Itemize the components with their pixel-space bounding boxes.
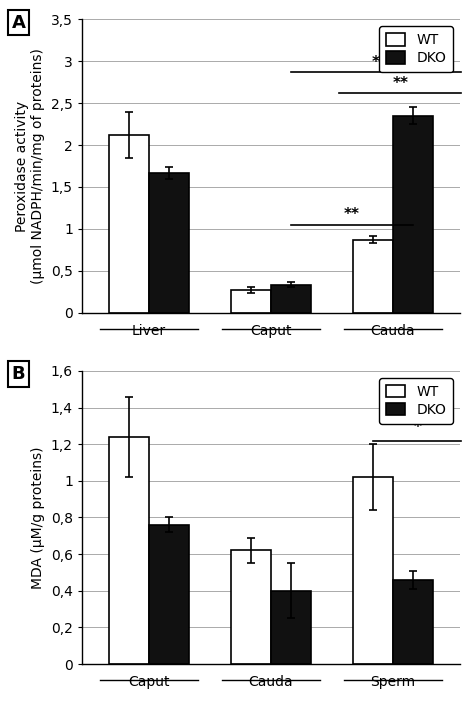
Text: B: B xyxy=(12,365,26,383)
Bar xyxy=(353,477,393,664)
Text: *: * xyxy=(372,55,380,70)
Bar xyxy=(149,524,189,664)
Text: *: * xyxy=(413,420,421,435)
Bar xyxy=(109,437,149,664)
Bar xyxy=(353,240,393,313)
Bar xyxy=(271,591,311,664)
Y-axis label: MDA (µM/g proteins): MDA (µM/g proteins) xyxy=(31,446,45,588)
Bar xyxy=(271,285,311,313)
Bar xyxy=(149,173,189,313)
Bar xyxy=(109,135,149,313)
Bar xyxy=(393,116,433,313)
Text: **: ** xyxy=(344,207,359,222)
Text: A: A xyxy=(12,13,26,32)
Text: **: ** xyxy=(392,76,408,91)
Legend: WT, DKO: WT, DKO xyxy=(379,378,453,424)
Bar xyxy=(231,290,271,313)
Y-axis label: Peroxidase activity
(µmol NADPH/min/mg of proteins): Peroxidase activity (µmol NADPH/min/mg o… xyxy=(15,48,45,284)
Legend: WT, DKO: WT, DKO xyxy=(379,26,453,72)
Bar xyxy=(231,550,271,664)
Bar xyxy=(393,580,433,664)
